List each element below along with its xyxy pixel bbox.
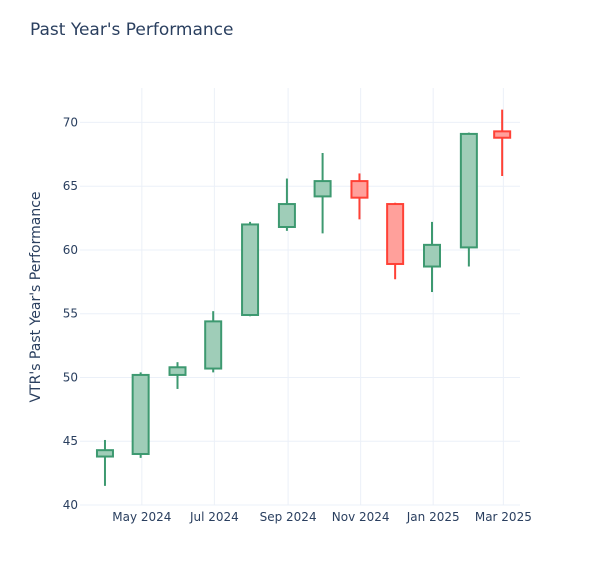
candle-body <box>95 449 114 458</box>
candle-increasing <box>131 372 150 458</box>
candle-body <box>423 243 441 268</box>
x-tick-label: Jan 2025 <box>406 510 460 524</box>
candle-increasing <box>423 221 441 293</box>
chart-title: Past Year's Performance <box>30 20 234 40</box>
y-tick-label: 40 <box>63 498 78 512</box>
candle-body <box>241 223 260 316</box>
candle-decreasing <box>493 109 512 176</box>
candle-increasing <box>204 311 223 373</box>
candle-body <box>386 203 405 265</box>
candle-increasing <box>277 178 296 231</box>
candle-decreasing <box>350 173 369 220</box>
y-tick-label: 70 <box>63 115 78 129</box>
candle-increasing <box>95 439 114 486</box>
candle-increasing <box>459 132 478 267</box>
candle-body <box>493 130 512 139</box>
y-axis-ticks: 40 45 50 55 60 65 70 <box>63 115 78 512</box>
candle-increasing <box>241 221 260 317</box>
x-tick-label: Nov 2024 <box>332 510 390 524</box>
y-tick-label: 65 <box>63 179 78 193</box>
grid-lines <box>80 88 520 506</box>
y-tick-label: 45 <box>63 434 78 448</box>
candle-increasing <box>313 153 332 234</box>
y-tick-label: 60 <box>63 243 78 257</box>
candle-body <box>131 373 150 455</box>
candle-increasing <box>168 362 187 389</box>
candles <box>95 109 512 486</box>
candle-body <box>168 366 187 376</box>
y-tick-label: 50 <box>63 370 78 384</box>
x-tick-label: May 2024 <box>112 510 171 524</box>
x-tick-label: Sep 2024 <box>260 510 317 524</box>
candle-body <box>277 203 296 228</box>
x-axis-ticks: May 2024 Jul 2024 Sep 2024 Nov 2024 Jan 2025… <box>112 510 532 524</box>
candle-decreasing <box>386 202 405 280</box>
y-tick-label: 55 <box>63 307 78 321</box>
x-tick-label: Jul 2024 <box>189 510 239 524</box>
y-axis-label: VTR's Past Year's Performance <box>28 191 44 402</box>
x-tick-label: Mar 2025 <box>475 510 532 524</box>
candle-body <box>204 320 223 370</box>
candle-body <box>350 180 369 199</box>
candle-body <box>459 132 478 249</box>
candle-body <box>313 180 332 198</box>
